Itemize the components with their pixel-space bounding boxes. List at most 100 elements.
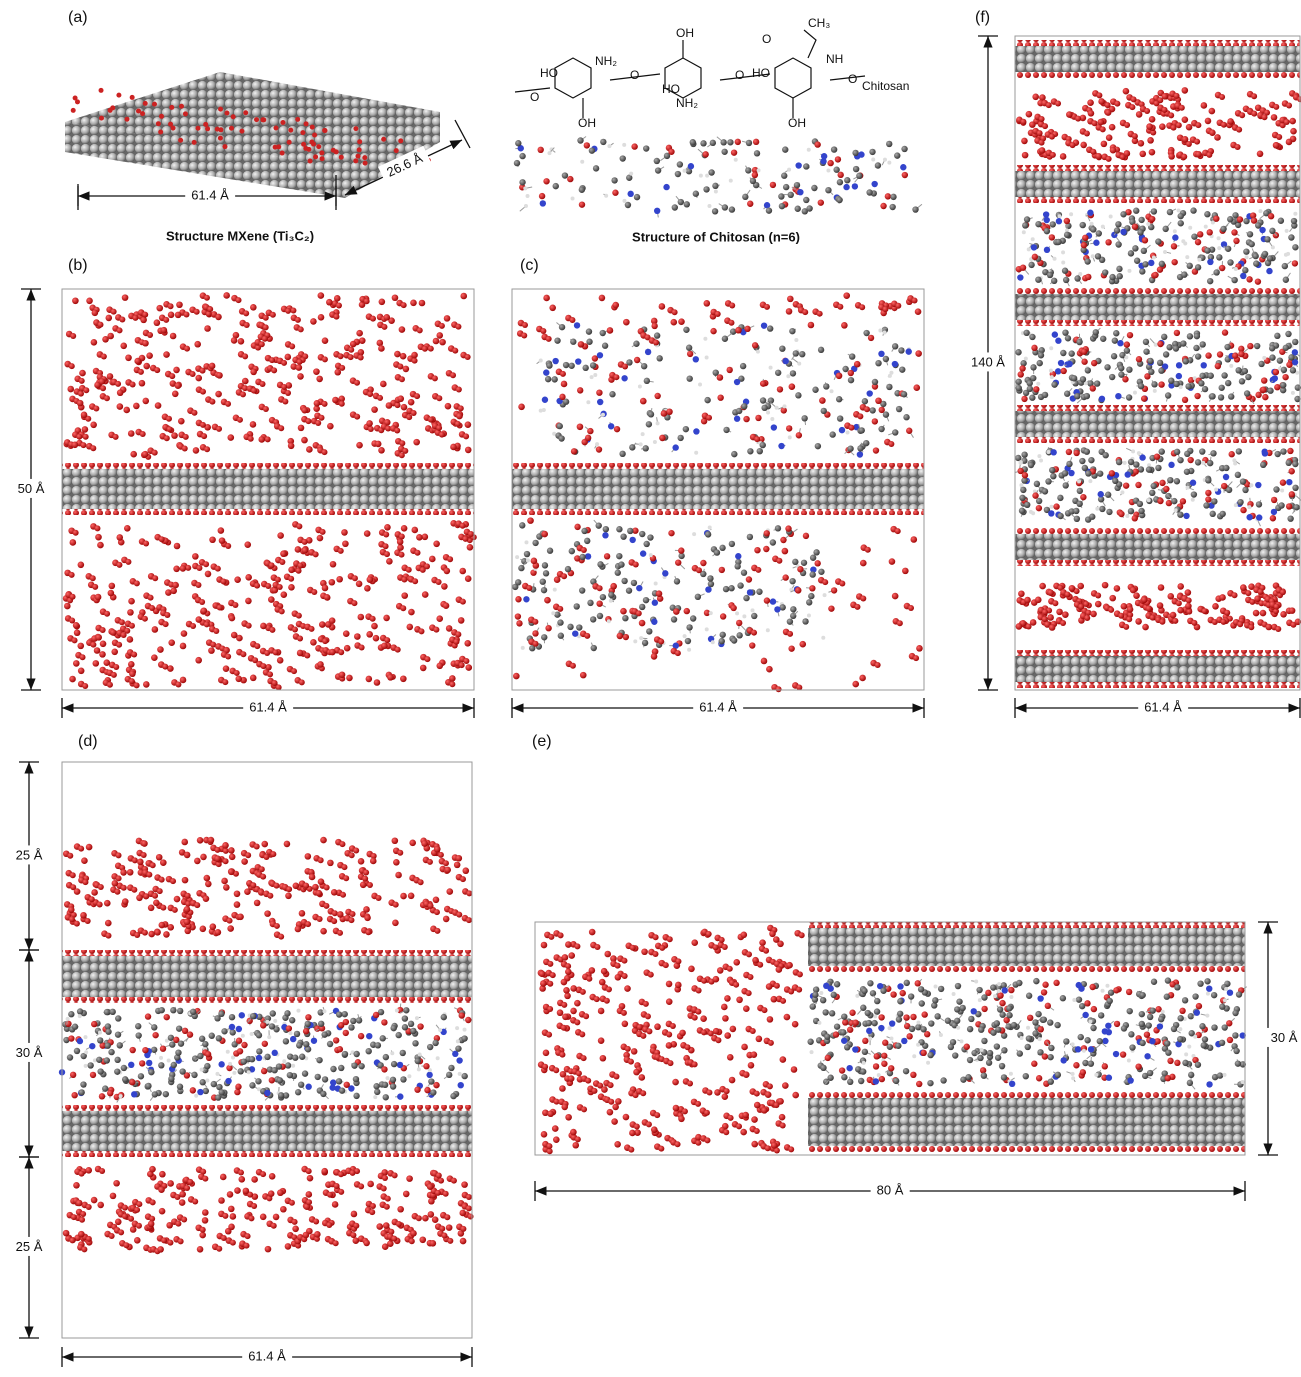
water (80, 912, 87, 919)
water (1056, 609, 1063, 616)
water (467, 544, 474, 551)
water (200, 926, 207, 933)
water (1132, 133, 1138, 139)
atom (770, 417, 774, 421)
water (82, 683, 88, 689)
atom (1118, 511, 1124, 517)
atom (1247, 343, 1253, 349)
water (228, 847, 235, 854)
water (322, 585, 329, 592)
water (1029, 121, 1036, 128)
water (167, 1240, 173, 1246)
atom (892, 429, 898, 435)
oxygen (295, 117, 300, 122)
water (1195, 151, 1202, 158)
atom (1105, 239, 1111, 245)
oxygen (152, 102, 157, 107)
water (202, 1217, 209, 1224)
atom (1165, 392, 1171, 398)
atom (595, 442, 599, 446)
water (1030, 619, 1037, 626)
atom (519, 179, 525, 185)
atom (853, 166, 859, 172)
oxygen (312, 133, 317, 138)
atom (1050, 449, 1056, 455)
atom (424, 1087, 430, 1093)
water (728, 1115, 734, 1121)
water (215, 566, 221, 572)
water (1109, 124, 1116, 131)
atom (135, 1032, 141, 1038)
water (302, 547, 309, 554)
atom (883, 356, 889, 362)
atom (1080, 376, 1086, 382)
water (606, 986, 612, 992)
water (367, 391, 373, 397)
water (1149, 116, 1156, 123)
water (238, 1176, 245, 1183)
atom (1089, 514, 1095, 520)
atom (553, 183, 559, 189)
oxygen-row (62, 997, 472, 1003)
water (305, 921, 311, 927)
atom (65, 1021, 71, 1027)
water (70, 539, 77, 546)
water (365, 929, 371, 935)
atom (1177, 511, 1183, 517)
water (633, 1069, 640, 1076)
atom (145, 1083, 151, 1089)
water (159, 1208, 166, 1215)
water (90, 445, 96, 451)
water (313, 551, 319, 557)
water (129, 670, 136, 677)
water (460, 523, 466, 529)
water (67, 853, 73, 859)
atom (878, 426, 884, 432)
atom (1142, 261, 1148, 267)
atom (1247, 231, 1253, 237)
atom (810, 555, 816, 561)
atom (820, 158, 826, 164)
atom (871, 157, 875, 161)
atom (1235, 472, 1241, 478)
atom (722, 336, 728, 342)
water (1159, 123, 1166, 130)
atom (719, 567, 725, 573)
atom (760, 380, 766, 386)
water (1251, 111, 1257, 117)
atom (1058, 214, 1062, 218)
water (1162, 107, 1168, 113)
atom (1035, 221, 1041, 227)
water (351, 1211, 358, 1218)
water (148, 595, 154, 601)
atom (1137, 229, 1143, 235)
water (882, 306, 888, 312)
atom (790, 606, 796, 612)
atom (1139, 454, 1145, 460)
atom (322, 1009, 326, 1013)
water (553, 1067, 559, 1073)
water (78, 846, 84, 852)
water (190, 371, 196, 377)
water (436, 579, 442, 585)
water (1257, 150, 1264, 157)
atom (1061, 260, 1065, 264)
atom (338, 1065, 344, 1071)
water (897, 620, 903, 626)
oxygen (192, 140, 197, 145)
water (182, 445, 188, 451)
atom (1073, 508, 1079, 514)
atom (1173, 345, 1179, 351)
atom (1052, 331, 1058, 337)
atom (1066, 461, 1072, 467)
atom (547, 548, 553, 554)
atom (523, 596, 529, 602)
atom (1172, 234, 1178, 240)
atom (806, 205, 812, 211)
water (223, 292, 230, 299)
water (667, 1060, 673, 1066)
atom (1187, 333, 1193, 339)
water (401, 302, 407, 308)
atom (686, 375, 692, 381)
atom (1148, 260, 1154, 266)
